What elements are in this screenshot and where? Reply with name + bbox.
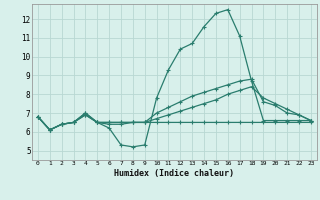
X-axis label: Humidex (Indice chaleur): Humidex (Indice chaleur)	[115, 169, 234, 178]
